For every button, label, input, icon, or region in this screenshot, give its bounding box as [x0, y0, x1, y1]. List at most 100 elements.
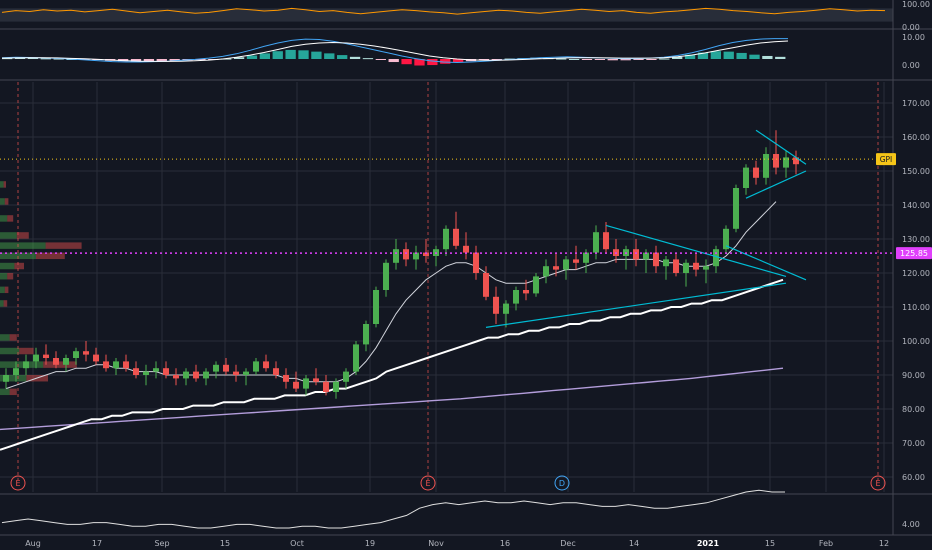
candle-body [243, 371, 249, 375]
candle-body [563, 259, 569, 270]
macd-histogram-bar [311, 51, 322, 59]
time-tick-label: Nov [428, 539, 444, 548]
macd-histogram-bar [401, 59, 412, 65]
price-tick-label: 60.00 [902, 473, 925, 482]
macd-histogram-bar [440, 59, 451, 64]
candle-body [83, 351, 89, 355]
candle-body [573, 259, 579, 263]
candle-body [153, 368, 159, 372]
macd-histogram-bar [607, 59, 618, 61]
volume-profile-down [43, 361, 77, 368]
lower-pane[interactable]: 4.00 [1, 489, 920, 529]
candle-body [183, 371, 189, 379]
candle-body [683, 262, 689, 273]
osc-tick-top: 100.00 [902, 0, 930, 9]
volume-profile-down [9, 334, 17, 341]
candle-body [673, 259, 679, 273]
candle-body [713, 249, 719, 267]
lower-tick: 4.00 [902, 520, 920, 529]
price-pane[interactable]: 170.00 160.00 150.00 140.00 130.00 120.00 110.… [0, 0, 932, 535]
candle-body [663, 259, 669, 267]
volume-profile-up [0, 242, 46, 249]
candle-body [283, 375, 289, 382]
candle-body [503, 303, 509, 314]
macd-histogram-bar [762, 55, 773, 59]
time-tick-label: 2021 [697, 539, 720, 548]
volume-profile-down [16, 232, 29, 239]
candle-body [703, 266, 709, 270]
macd-histogram-bar [259, 53, 271, 59]
sma-long-line [0, 367, 784, 431]
candle-body [633, 249, 639, 260]
volume-profile-up [0, 300, 4, 307]
earnings-marker-ring [420, 475, 436, 491]
volume-profile-up [0, 347, 20, 355]
macd-histogram-bar [775, 56, 786, 59]
earnings-marker-label: E [425, 479, 430, 488]
last-price-tag: 125.85 [900, 249, 928, 258]
candle-body [203, 371, 209, 379]
macd-histogram-bar [349, 56, 361, 59]
candle-body [743, 167, 749, 188]
macd-histogram-bar [697, 52, 709, 59]
macd-histogram-bar [27, 57, 39, 59]
candle-body [653, 252, 659, 267]
candle-body [403, 249, 409, 260]
price-tick-label: 70.00 [902, 439, 925, 448]
volume-profile-up [0, 273, 8, 280]
volume-profile-up [0, 286, 5, 294]
time-tick-label: Sep [154, 539, 169, 548]
candle-body [693, 262, 699, 270]
candle-body [363, 324, 369, 345]
oscillator-band [0, 8, 893, 22]
oscillator-pane[interactable]: 100.00 0.00 [0, 0, 932, 32]
macd-histogram-bar [672, 56, 683, 59]
macd-histogram-bar [684, 54, 696, 59]
volume-profile-down [14, 262, 24, 270]
candle-body [323, 381, 329, 392]
time-tick-label: Oct [290, 539, 304, 548]
candle-body [763, 154, 769, 178]
price-tick-label: 140.00 [902, 201, 930, 210]
macd-tick-top: 10.00 [902, 33, 925, 42]
volume-profile-up [0, 388, 10, 396]
volume-profile-down [7, 215, 14, 222]
macd-histogram-bar [285, 49, 296, 59]
trendline-pennant [755, 129, 807, 165]
candle-body [603, 232, 609, 250]
candle-body [783, 157, 789, 168]
macd-histogram-bar [2, 58, 13, 60]
price-tick-label: 120.00 [902, 269, 930, 278]
macd-pane[interactable]: 10.00 0.00 [0, 33, 932, 81]
macd-histogram-bar [195, 59, 206, 60]
trendline-pennant [745, 170, 807, 199]
candle-body [543, 266, 549, 277]
macd-histogram-bar [362, 58, 374, 60]
volume-profile-down [9, 388, 17, 396]
earnings-marker-ring [870, 475, 886, 491]
time-tick-label: 15 [220, 539, 230, 548]
candle-body [753, 167, 759, 178]
macd-histogram-bar [414, 59, 425, 66]
macd-histogram-bar [427, 59, 438, 66]
time-axis[interactable]: Aug 17 Sep 15 Oct 19 Nov 16 Dec 14 2021 15 Feb 12 [0, 534, 932, 548]
candle-body [3, 375, 9, 382]
macd-histogram-bar [491, 59, 502, 60]
osc-tick-bottom: 0.00 [902, 23, 920, 32]
sma-slow-line [0, 278, 784, 451]
candle-body [473, 252, 479, 273]
candle-body [313, 378, 319, 382]
time-tick-label: 19 [365, 539, 375, 548]
macd-histogram-bar [749, 54, 760, 59]
trendline-triangle [485, 282, 787, 328]
dividend-marker-ring [554, 475, 570, 491]
candle-body [253, 361, 259, 372]
candle-body [793, 157, 799, 165]
macd-histogram-bar [556, 58, 567, 60]
price-tick-label: 90.00 [902, 371, 925, 380]
candle-body [33, 354, 39, 362]
candle-body [53, 358, 59, 365]
candle-body [593, 232, 599, 253]
